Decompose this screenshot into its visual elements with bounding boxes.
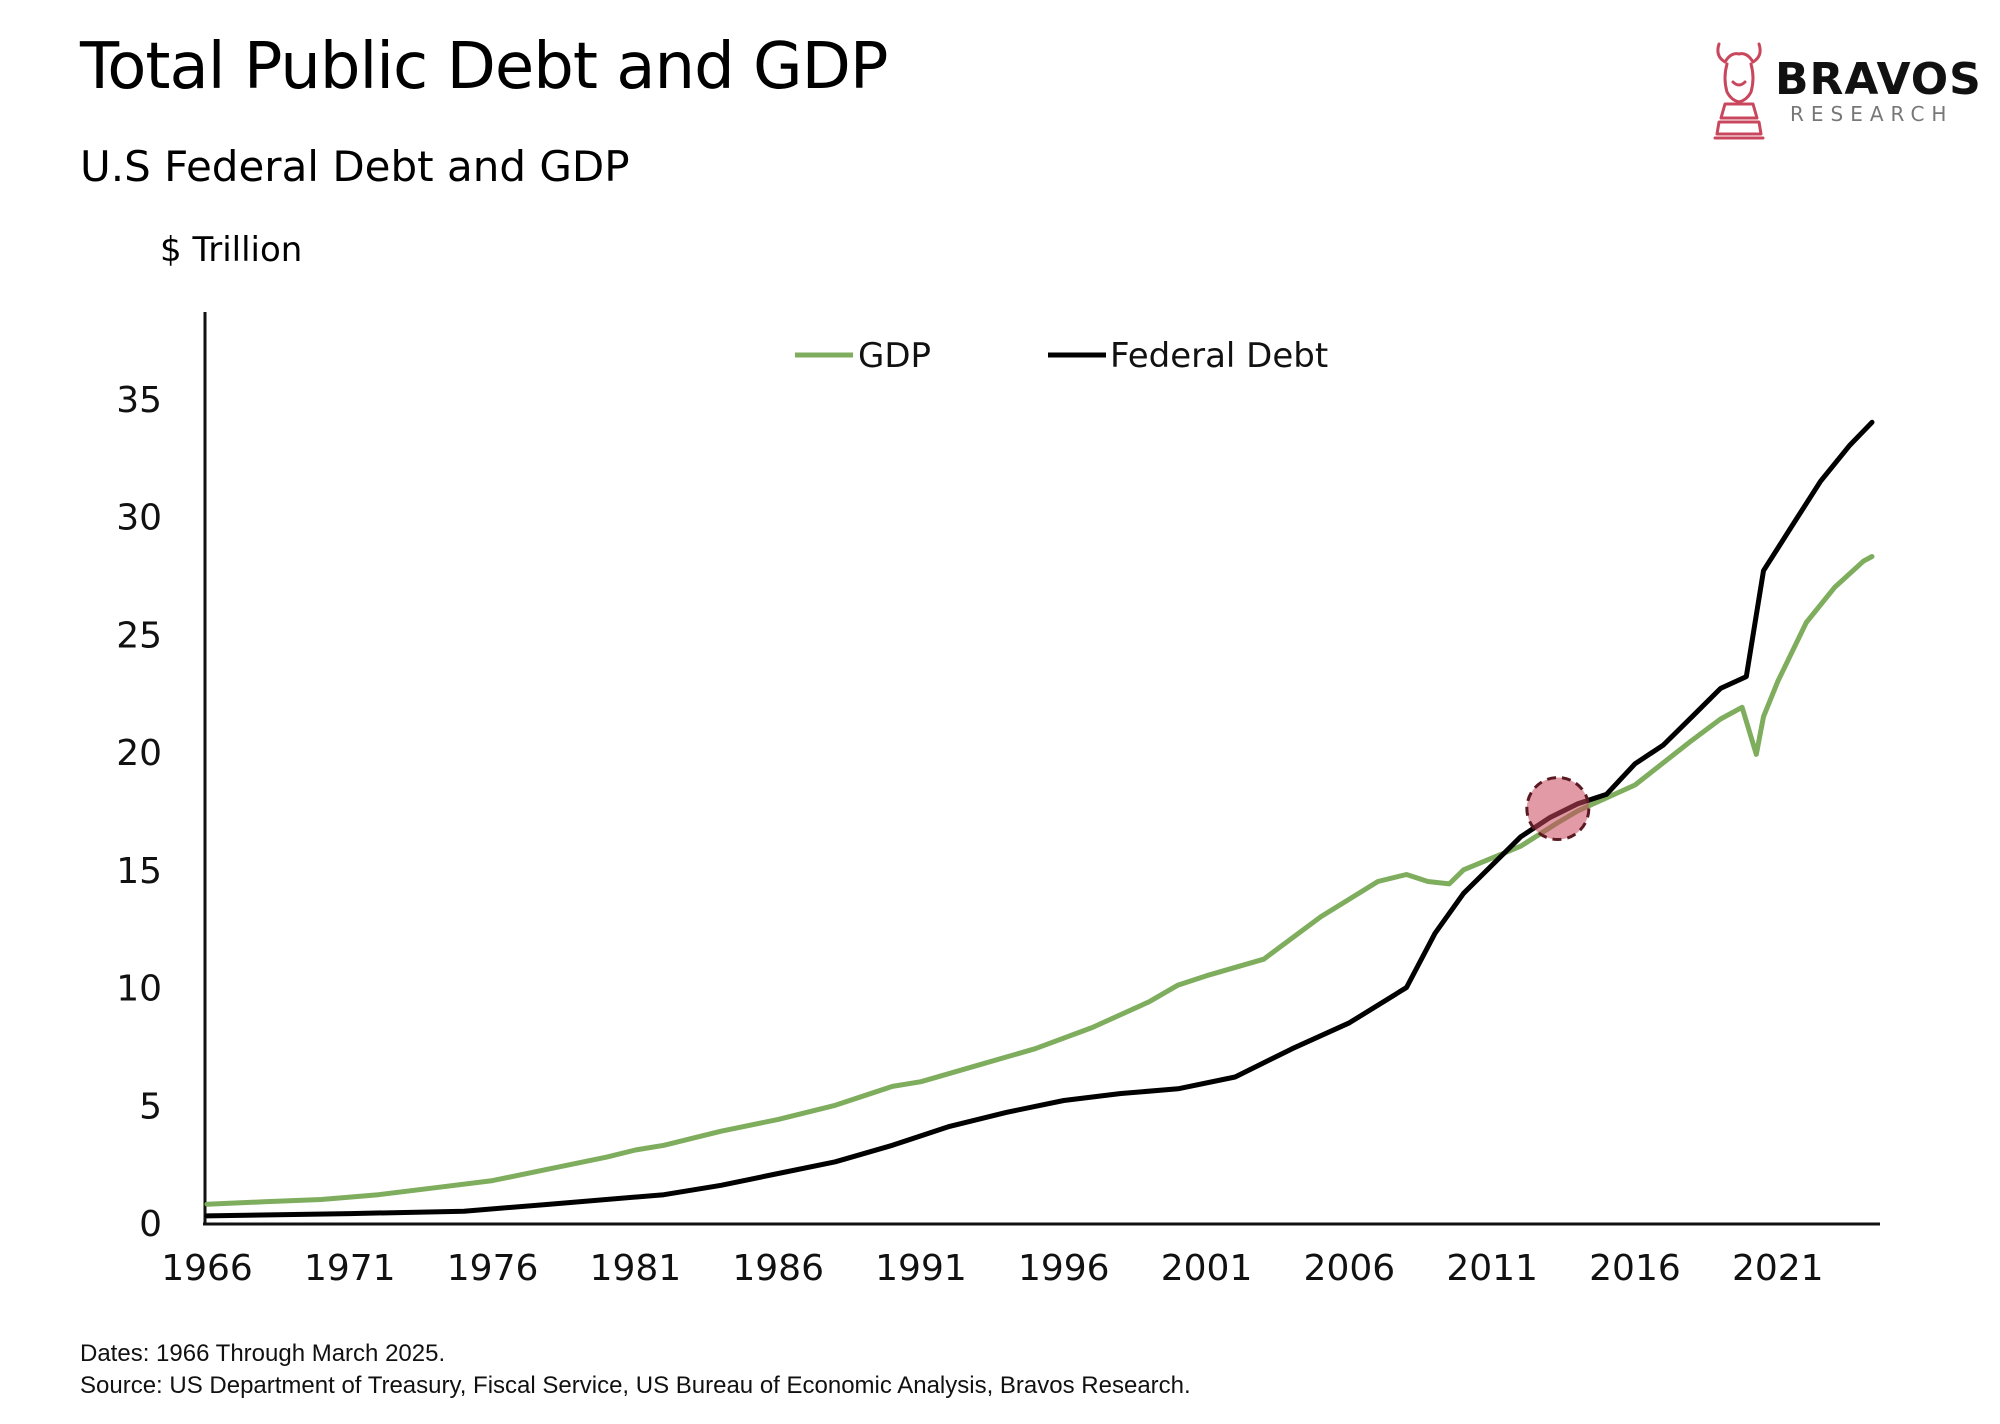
x-tick-label: 2011 — [1446, 1248, 1538, 1289]
y-tick-label: 15 — [116, 851, 162, 892]
y-tick-label: 30 — [116, 498, 162, 539]
x-tick-label: 1986 — [732, 1248, 824, 1289]
y-tick-label: 25 — [116, 615, 162, 656]
crossover-highlight-circle — [1525, 776, 1591, 842]
legend-label-federal-debt: Federal Debt — [1110, 336, 1328, 376]
y-tick-label: 10 — [116, 969, 162, 1010]
series-line-gdp — [204, 554, 1875, 1207]
logo-tagline: RESEARCH — [1790, 102, 1954, 126]
x-tick-label: 1981 — [590, 1248, 682, 1289]
x-tick-label: 2006 — [1304, 1248, 1396, 1289]
x-tick-label: 1976 — [447, 1248, 539, 1289]
page-title: Total Public Debt and GDP — [80, 30, 888, 104]
y-tick-label: 5 — [139, 1086, 162, 1127]
x-tick-label: 1991 — [875, 1248, 967, 1289]
y-axis-unit-label: $ Trillion — [160, 230, 303, 270]
x-tick-label: 1966 — [161, 1248, 253, 1289]
line-chart: 0 5 10 15 20 25 30 35 1966 1971 1976 1981 1986 1991 19… — [116, 312, 1880, 1289]
x-tick-label: 1971 — [304, 1248, 396, 1289]
x-tick-label: 2021 — [1732, 1248, 1824, 1289]
y-tick-label: 35 — [116, 380, 162, 421]
x-tick-label: 2001 — [1161, 1248, 1253, 1289]
y-tick-label: 20 — [116, 733, 162, 774]
logo-wordmark: BRAVOS — [1775, 54, 1982, 105]
series-line-federal-debt — [204, 419, 1875, 1219]
legend-label-gdp: GDP — [858, 336, 931, 376]
chart-subtitle: U.S Federal Debt and GDP — [80, 142, 630, 191]
x-tick-label: 2016 — [1589, 1248, 1681, 1289]
y-tick-label: 0 — [139, 1204, 162, 1245]
x-tick-label: 1996 — [1018, 1248, 1110, 1289]
bravos-research-logo: BRAVOS RESEARCH — [1705, 38, 1981, 148]
footer-dates: Dates: 1966 Through March 2025. — [80, 1340, 446, 1367]
footer-source: Source: US Department of Treasury, Fisca… — [80, 1372, 1191, 1399]
bull-chess-knight-icon — [1713, 42, 1765, 140]
